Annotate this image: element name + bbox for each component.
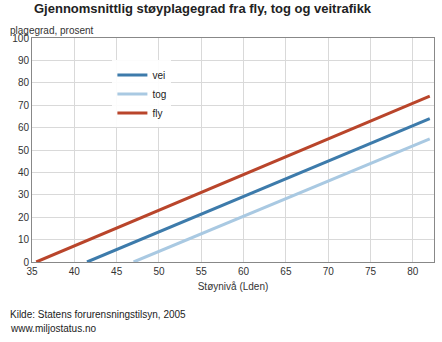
svg-text:30: 30 [18,189,30,200]
svg-text:50: 50 [153,266,165,277]
svg-text:40: 40 [69,266,81,277]
svg-text:60: 60 [238,266,250,277]
svg-text:Kilde: Statens forurensningsti: Kilde: Statens forurensningstilsyn, 2005 [10,309,186,320]
svg-text:plagegrad, prosent: plagegrad, prosent [10,25,94,36]
svg-text:Støynivå (Lden): Støynivå (Lden) [198,281,269,292]
svg-text:Gjennomsnittlig støyplagegrad: Gjennomsnittlig støyplagegrad fra fly, t… [34,1,372,16]
svg-text:45: 45 [111,266,123,277]
svg-text:90: 90 [18,55,30,66]
svg-text:70: 70 [18,100,30,111]
svg-text:55: 55 [196,266,208,277]
svg-text:70: 70 [323,266,335,277]
svg-text:80: 80 [407,266,419,277]
svg-text:vei: vei [152,70,165,81]
svg-text:65: 65 [280,266,292,277]
svg-text:75: 75 [365,266,377,277]
svg-text:50: 50 [18,145,30,156]
svg-text:40: 40 [18,167,30,178]
svg-text:fly: fly [152,108,162,119]
svg-text:www.miljostatus.no: www.miljostatus.no [10,323,96,334]
svg-text:20: 20 [18,212,30,223]
svg-text:80: 80 [18,77,30,88]
svg-text:60: 60 [18,122,30,133]
svg-text:35: 35 [26,266,38,277]
svg-text:100: 100 [12,33,29,44]
svg-text:10: 10 [18,234,30,245]
svg-text:tog: tog [152,89,166,100]
svg-text:0: 0 [23,257,29,268]
